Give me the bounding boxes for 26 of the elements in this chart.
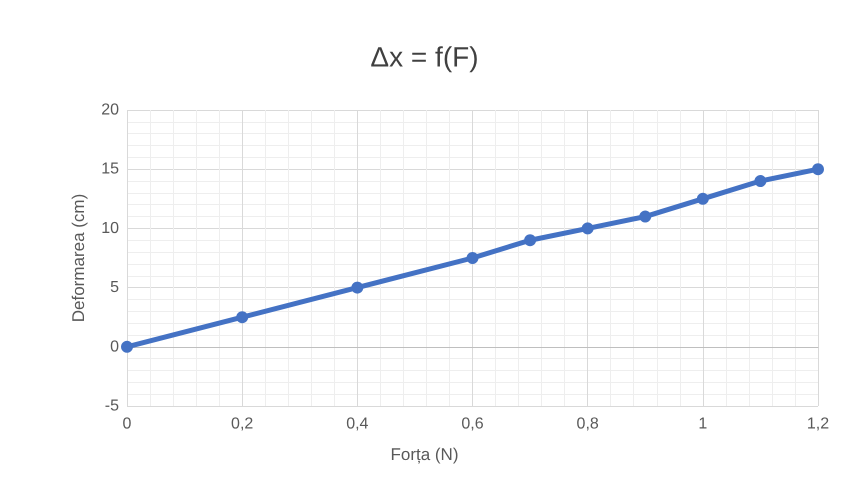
y-tick-label: 0 — [110, 338, 120, 356]
y-tick-label: 5 — [110, 279, 120, 296]
point — [466, 252, 478, 264]
point — [524, 234, 536, 246]
x-tick-label: 0,4 — [346, 416, 369, 432]
point — [639, 210, 652, 223]
chart-title: Δx = f(F) — [370, 42, 479, 72]
point — [696, 192, 709, 205]
x-tick-label: 1 — [698, 416, 708, 432]
point — [236, 311, 248, 324]
y-tick-label: -5 — [104, 398, 120, 414]
x-axis-title: Forța (N) — [390, 445, 458, 464]
y-tick-label: 15 — [101, 160, 120, 178]
x-tick-label: 1,2 — [806, 416, 830, 432]
point — [812, 163, 824, 176]
point — [582, 222, 594, 234]
point — [754, 175, 766, 188]
x-tick-label: 0,8 — [576, 416, 599, 432]
x-tick-label: 0 — [122, 416, 132, 432]
y-tick-label: 10 — [101, 220, 120, 237]
x-tick-label: 0,6 — [461, 416, 484, 432]
y-tick-label: 20 — [101, 102, 120, 118]
point — [121, 340, 133, 353]
x-tick-label: 0,2 — [231, 416, 254, 432]
y-axis-title: Deformarea (cm) — [69, 194, 88, 322]
point — [351, 282, 364, 294]
